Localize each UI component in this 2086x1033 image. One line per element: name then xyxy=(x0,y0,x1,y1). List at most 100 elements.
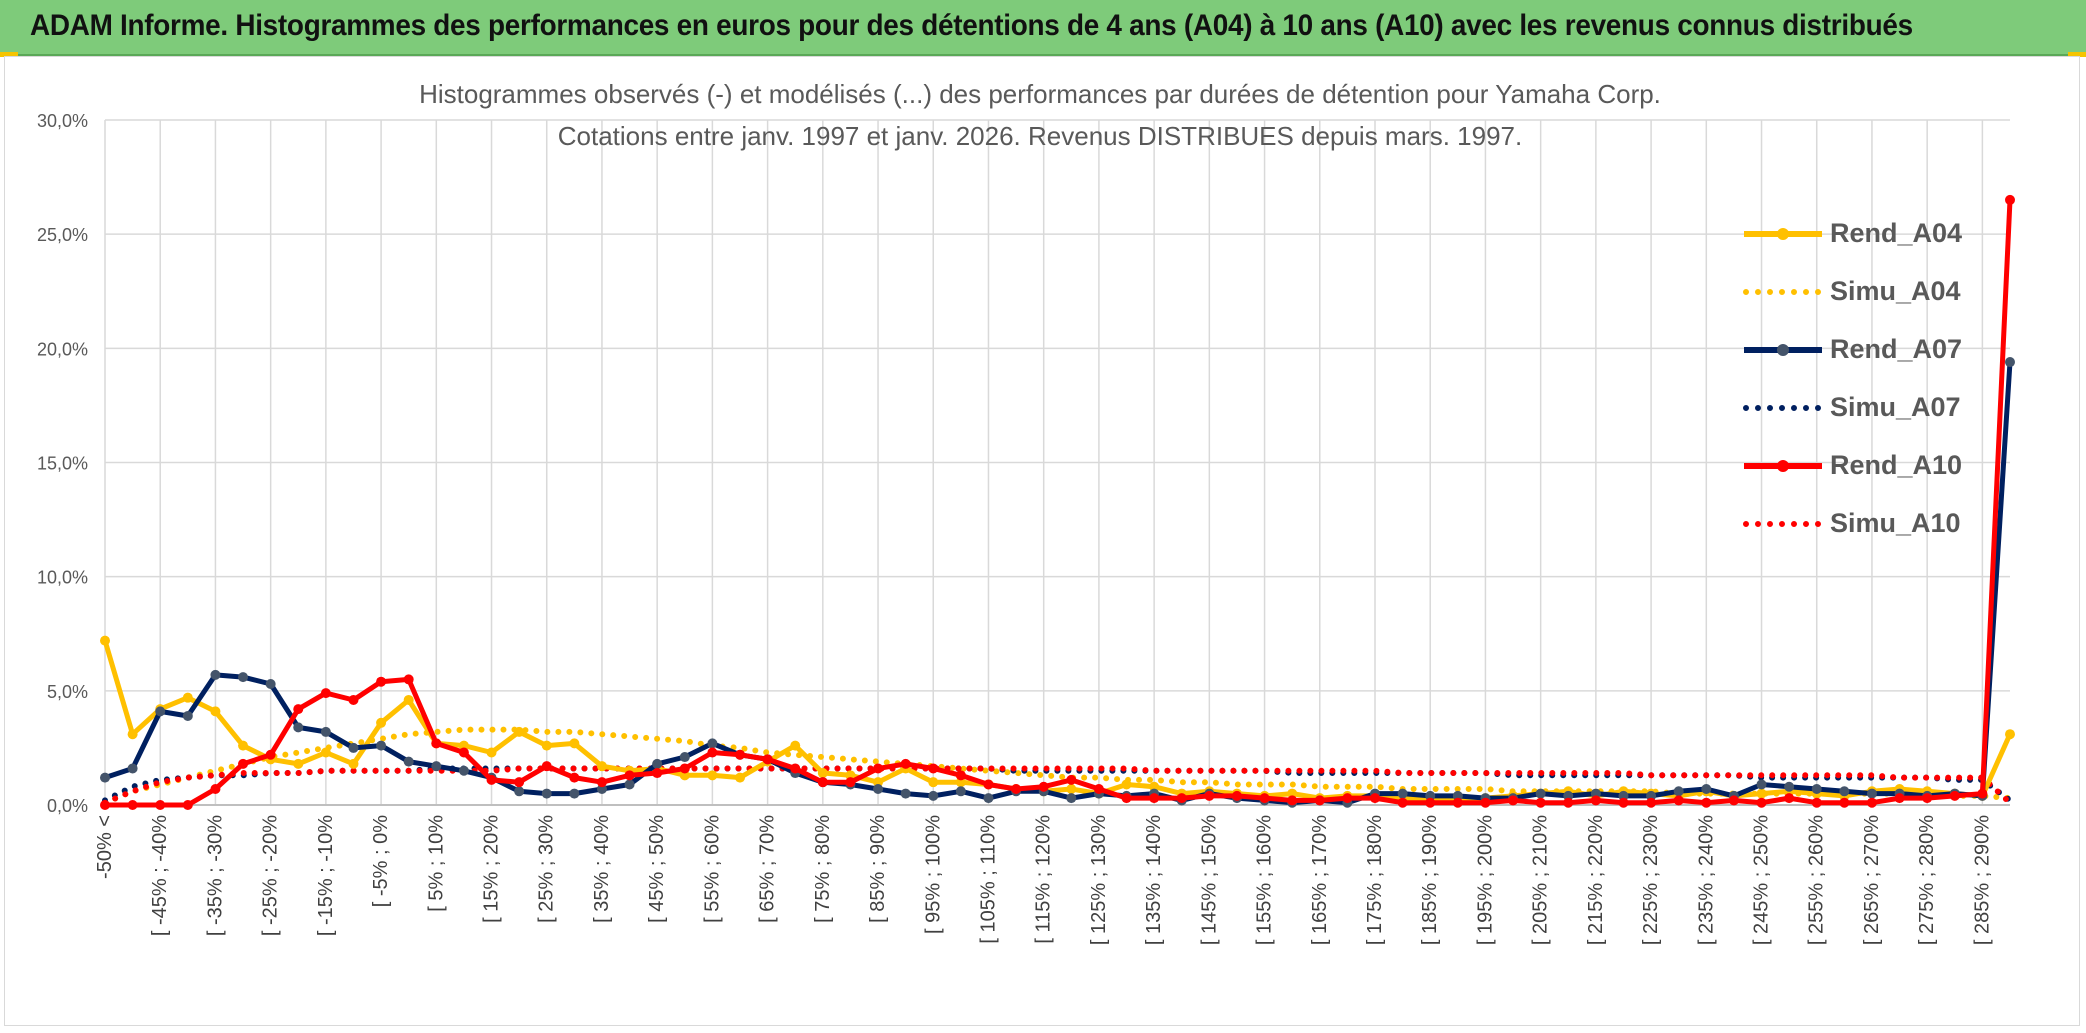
data-point-rend-a10 xyxy=(100,800,110,810)
chart-title: Histogrammes observés (-) et modélisés (… xyxy=(419,79,1661,109)
x-tick-label: [ 115% ; 120% xyxy=(1033,815,1055,944)
data-point-rend-a10 xyxy=(1149,793,1160,804)
data-point-rend-a10 xyxy=(1839,797,1850,808)
x-tick-label: [ 265% ; 270% xyxy=(1861,815,1883,945)
data-point-rend-a10 xyxy=(1342,793,1353,804)
data-point-rend-a10 xyxy=(735,749,745,760)
legend-label: Rend_A07 xyxy=(1830,334,1963,364)
data-point-rend-a07 xyxy=(210,669,221,680)
data-point-rend-a10 xyxy=(817,777,828,788)
data-point-rend-a07 xyxy=(1397,788,1408,799)
data-point-rend-a07 xyxy=(652,758,663,769)
x-tick-label: [ 225% ; 230% xyxy=(1640,815,1662,945)
x-tick-label: [ 35% ; 40% xyxy=(591,815,613,923)
data-point-rend-a07 xyxy=(376,740,387,751)
data-point-rend-a04 xyxy=(100,635,110,646)
x-tick-label: [ 155% ; 160% xyxy=(1254,815,1276,945)
data-point-rend-a07 xyxy=(541,788,552,799)
legend-label: Rend_A10 xyxy=(1830,450,1963,480)
legend-label: Simu_A04 xyxy=(1830,276,1961,306)
data-point-rend-a10 xyxy=(1121,793,1132,804)
data-point-rend-a10 xyxy=(1949,790,1960,801)
data-point-rend-a10 xyxy=(900,758,911,769)
data-point-rend-a07 xyxy=(238,672,249,683)
x-tick-label: [ 25% ; 30% xyxy=(536,815,558,923)
data-point-rend-a07 xyxy=(1452,790,1463,801)
legend-swatch-rend-a04 xyxy=(1744,228,1822,240)
legend-item-rend-a04[interactable]: Rend_A04 xyxy=(1730,206,2030,264)
grid-lines xyxy=(104,119,2010,806)
data-point-rend-a10 xyxy=(155,800,166,810)
x-tick-label: [ 125% ; 130% xyxy=(1088,815,1110,945)
legend-item-simu-a07[interactable]: Simu_A07 xyxy=(1730,380,2030,438)
data-point-rend-a10 xyxy=(1756,797,1767,808)
data-point-rend-a04 xyxy=(955,777,966,788)
y-axis: 0,0% 5,0% 10,0% 15,0% 20,0% 25,0% 30,0% xyxy=(37,111,88,816)
data-point-rend-a04 xyxy=(679,770,690,781)
data-point-rend-a10 xyxy=(762,754,773,765)
y-tick-label: 0,0% xyxy=(47,796,88,816)
data-point-rend-a04 xyxy=(1066,784,1077,795)
legend-item-simu-a10[interactable]: Simu_A10 xyxy=(1730,496,2030,554)
x-tick-label: [ -25% ; -20% xyxy=(260,815,282,936)
data-point-rend-a07 xyxy=(127,763,138,774)
data-point-rend-a07 xyxy=(1066,793,1077,804)
x-tick-label: [ 255% ; 260% xyxy=(1806,815,1828,945)
x-tick-label: [ 205% ; 210% xyxy=(1530,815,1552,945)
legend-item-rend-a10[interactable]: Rend_A10 xyxy=(1730,438,2030,496)
data-point-rend-a10 xyxy=(955,770,966,781)
data-point-rend-a04 xyxy=(293,758,304,769)
legend-swatch-rend-a07 xyxy=(1744,344,1822,356)
x-tick-label: [ -15% ; -10% xyxy=(315,815,337,936)
x-tick-label: [ 15% ; 20% xyxy=(481,815,503,923)
data-point-rend-a04 xyxy=(403,694,414,705)
data-point-rend-a10 xyxy=(1176,793,1187,804)
y-tick-label: 10,0% xyxy=(37,568,88,588)
data-point-rend-a10 xyxy=(1508,795,1519,806)
data-point-rend-a07 xyxy=(1756,779,1767,790)
data-point-rend-a10 xyxy=(1866,797,1877,808)
x-tick-label: [ 5% ; 10% xyxy=(425,815,447,912)
corner-mark-right xyxy=(2068,52,2086,57)
x-tick-label: [ 95% ; 100% xyxy=(922,815,944,934)
legend-item-simu-a04[interactable]: Simu_A04 xyxy=(1730,264,2030,322)
x-tick-label: [ 165% ; 170% xyxy=(1309,815,1331,945)
series-line-simu-a10 xyxy=(102,765,2013,806)
x-tick-label: [ 215% ; 220% xyxy=(1585,815,1607,945)
x-tick-label: [ 75% ; 80% xyxy=(812,815,834,923)
data-point-rend-a07 xyxy=(1839,786,1850,797)
data-point-rend-a10 xyxy=(1093,784,1104,795)
data-point-rend-a04 xyxy=(376,717,387,728)
data-point-rend-a07 xyxy=(458,765,469,776)
data-point-rend-a04 xyxy=(1149,781,1160,792)
x-tick-label: [ 175% ; 180% xyxy=(1364,815,1386,945)
data-point-rend-a10 xyxy=(873,763,884,774)
data-point-rend-a07 xyxy=(100,772,110,783)
data-point-rend-a07 xyxy=(928,790,939,801)
data-point-rend-a10 xyxy=(1370,793,1380,804)
y-tick-label: 20,0% xyxy=(37,339,88,359)
data-point-rend-a07 xyxy=(1563,790,1574,801)
data-point-rend-a10 xyxy=(1590,795,1601,806)
data-point-rend-a10 xyxy=(541,761,552,772)
legend-item-rend-a07[interactable]: Rend_A07 xyxy=(1730,322,2030,380)
data-point-rend-a04 xyxy=(127,729,138,740)
data-point-rend-a10 xyxy=(293,704,304,715)
data-point-rend-a07 xyxy=(569,788,580,799)
data-point-rend-a07 xyxy=(983,793,994,804)
series-rend-a07 xyxy=(100,357,2015,808)
data-point-rend-a10 xyxy=(1038,781,1049,792)
data-point-rend-a10 xyxy=(1397,797,1408,808)
data-point-rend-a10 xyxy=(265,749,276,760)
data-point-rend-a07 xyxy=(596,784,607,795)
data-point-rend-a10 xyxy=(1784,793,1795,804)
data-point-rend-a10 xyxy=(1563,797,1574,808)
x-tick-label: [ 285% ; 290% xyxy=(1971,815,1993,945)
data-point-rend-a10 xyxy=(486,774,497,785)
data-point-rend-a07 xyxy=(1618,790,1629,801)
data-point-rend-a04 xyxy=(514,726,525,737)
data-point-rend-a04 xyxy=(707,770,718,781)
x-tick-label: [ 45% ; 50% xyxy=(646,815,668,923)
data-point-rend-a10 xyxy=(707,747,718,758)
data-point-rend-a10 xyxy=(1011,784,1022,795)
